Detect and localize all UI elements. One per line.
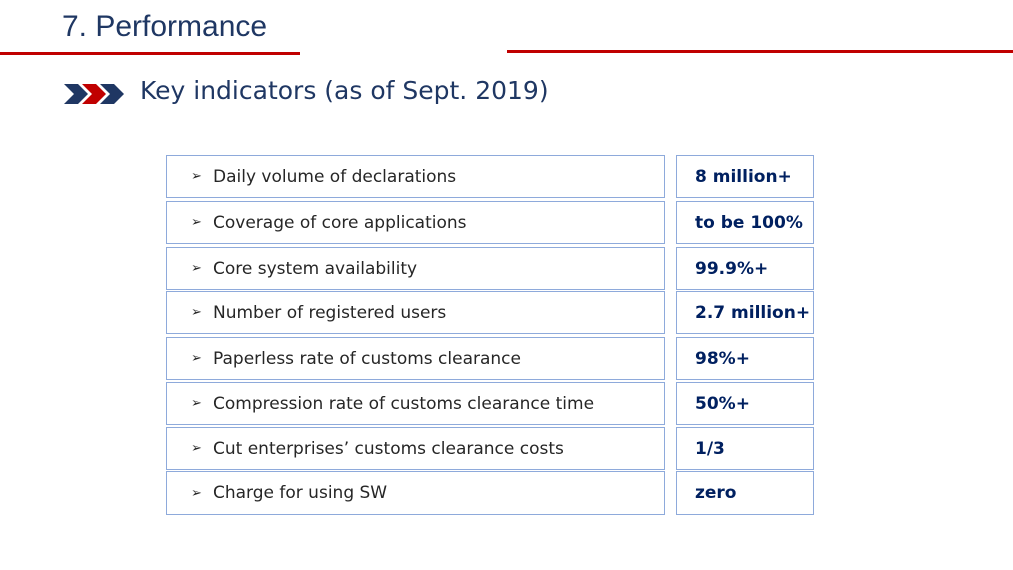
- indicator-label: Cut enterprises’ customs clearance costs: [213, 438, 564, 459]
- indicator-label-cell: ➢ Charge for using SW: [166, 471, 665, 515]
- indicator-value-cell: zero: [676, 471, 814, 515]
- indicator-label: Number of registered users: [213, 302, 447, 323]
- indicator-value: 50%+: [695, 393, 750, 414]
- indicator-value: zero: [695, 483, 737, 503]
- indicator-value-cell: 98%+: [676, 337, 814, 380]
- indicator-label-cell: ➢ Number of registered users: [166, 291, 665, 334]
- section-subtitle: Key indicators (as of Sept. 2019): [140, 76, 549, 105]
- indicator-label: Compression rate of customs clearance ti…: [213, 393, 595, 414]
- indicator-label-cell: ➢ Cut enterprises’ customs clearance cos…: [166, 427, 665, 470]
- arrowhead-bullet-icon: ➢: [191, 305, 202, 320]
- indicator-row: ➢ Paperless rate of customs clearance 98…: [166, 337, 814, 380]
- indicator-label: Daily volume of declarations: [213, 166, 457, 187]
- indicator-row: ➢ Daily volume of declarations 8 million…: [166, 155, 814, 198]
- arrowhead-bullet-icon: ➢: [191, 485, 202, 501]
- slide-title: 7. Performance: [62, 10, 268, 43]
- arrowhead-bullet-icon: ➢: [191, 351, 202, 366]
- indicator-value-cell: 2.7 million+: [676, 291, 814, 334]
- indicator-value-cell: 8 million+: [676, 155, 814, 198]
- indicator-value-cell: 50%+: [676, 382, 814, 425]
- title-underline-right: [507, 50, 1013, 53]
- arrowhead-bullet-icon: ➢: [191, 169, 202, 184]
- triple-chevron-arrow-icon: [64, 84, 124, 104]
- indicator-value: 1/3: [695, 438, 725, 459]
- indicator-value: 98%+: [695, 348, 750, 369]
- indicator-value: to be 100%: [695, 212, 803, 233]
- indicator-row: ➢ Compression rate of customs clearance …: [166, 382, 814, 425]
- indicator-value-cell: 99.9%+: [676, 247, 814, 290]
- arrowhead-bullet-icon: ➢: [191, 261, 202, 276]
- indicator-row: ➢ Coverage of core applications to be 10…: [166, 201, 814, 244]
- indicator-row: ➢ Number of registered users 2.7 million…: [166, 291, 814, 334]
- indicator-row: ➢ Charge for using SW zero: [166, 471, 814, 515]
- indicator-label-cell: ➢ Compression rate of customs clearance …: [166, 382, 665, 425]
- indicator-label: Coverage of core applications: [213, 212, 467, 233]
- indicator-value-cell: 1/3: [676, 427, 814, 470]
- indicator-label: Charge for using SW: [213, 483, 388, 503]
- indicator-label-cell: ➢ Paperless rate of customs clearance: [166, 337, 665, 380]
- arrowhead-bullet-icon: ➢: [191, 215, 202, 230]
- indicator-value-cell: to be 100%: [676, 201, 814, 244]
- indicator-row: ➢ Cut enterprises’ customs clearance cos…: [166, 427, 814, 470]
- indicator-value: 2.7 million+: [695, 302, 811, 323]
- arrowhead-bullet-icon: ➢: [191, 441, 202, 456]
- indicator-value: 99.9%+: [695, 258, 769, 279]
- title-underline-left: [0, 52, 300, 55]
- indicator-label-cell: ➢ Daily volume of declarations: [166, 155, 665, 198]
- indicator-label-cell: ➢ Core system availability: [166, 247, 665, 290]
- indicator-label: Core system availability: [213, 258, 418, 279]
- indicator-label: Paperless rate of customs clearance: [213, 348, 521, 369]
- indicator-row: ➢ Core system availability 99.9%+: [166, 247, 814, 290]
- indicator-value: 8 million+: [695, 166, 792, 187]
- arrowhead-bullet-icon: ➢: [191, 396, 202, 411]
- indicator-label-cell: ➢ Coverage of core applications: [166, 201, 665, 244]
